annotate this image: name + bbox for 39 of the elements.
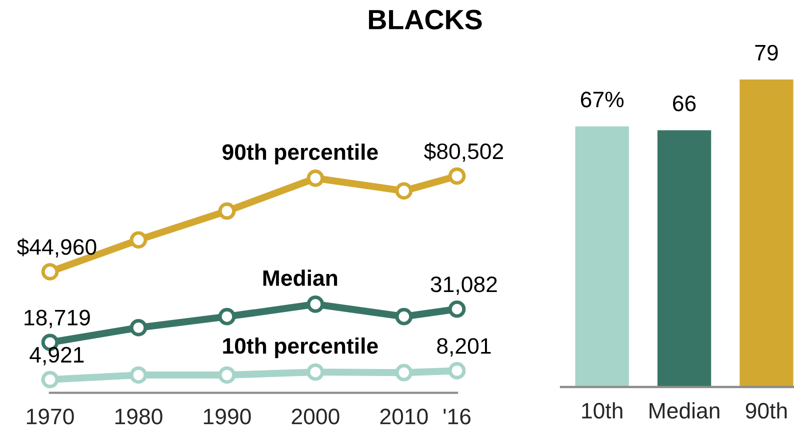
point: [218, 366, 236, 384]
series-label: Median: [263, 270, 338, 286]
point: [41, 370, 59, 388]
point: [448, 167, 466, 185]
point: [395, 308, 413, 326]
x-tick-label: 1990: [204, 408, 251, 424]
data-label: 31,082: [430, 276, 497, 295]
x-tick-label: 1980: [115, 408, 162, 424]
point: [218, 308, 236, 326]
point: [218, 202, 236, 220]
point: [306, 296, 324, 313]
x-tick-label: 2010: [380, 408, 428, 424]
data-label: $80,502: [424, 142, 503, 162]
point: [448, 300, 466, 318]
x-tick-label: 1970: [26, 408, 74, 424]
point: [395, 364, 413, 382]
x-tick-label: 10th: [582, 402, 622, 419]
point: [306, 363, 324, 381]
data-label: 66: [673, 96, 696, 112]
x-tick-label: Median: [650, 402, 720, 419]
point: [130, 231, 148, 249]
data-label: 4,921: [30, 346, 84, 366]
x-tick-label: '16: [444, 408, 471, 424]
data-label: 67%: [580, 92, 624, 108]
point: [306, 170, 324, 187]
series-label: 10th percentile: [223, 337, 378, 358]
x-tick-label: 2000: [292, 408, 340, 424]
point: [41, 263, 59, 280]
point: [130, 318, 148, 336]
series-label: 90th percentile: [222, 144, 378, 164]
x-tick-label: 90th: [746, 402, 787, 419]
point: [395, 182, 413, 200]
point: [130, 366, 148, 384]
chart-title: BLACKS: [368, 10, 482, 30]
data-label: $44,960: [17, 238, 96, 258]
point: [448, 362, 466, 380]
data-label: 18,719: [24, 310, 90, 328]
data-label: 79: [755, 44, 778, 61]
data-label: 8,201: [437, 338, 491, 356]
